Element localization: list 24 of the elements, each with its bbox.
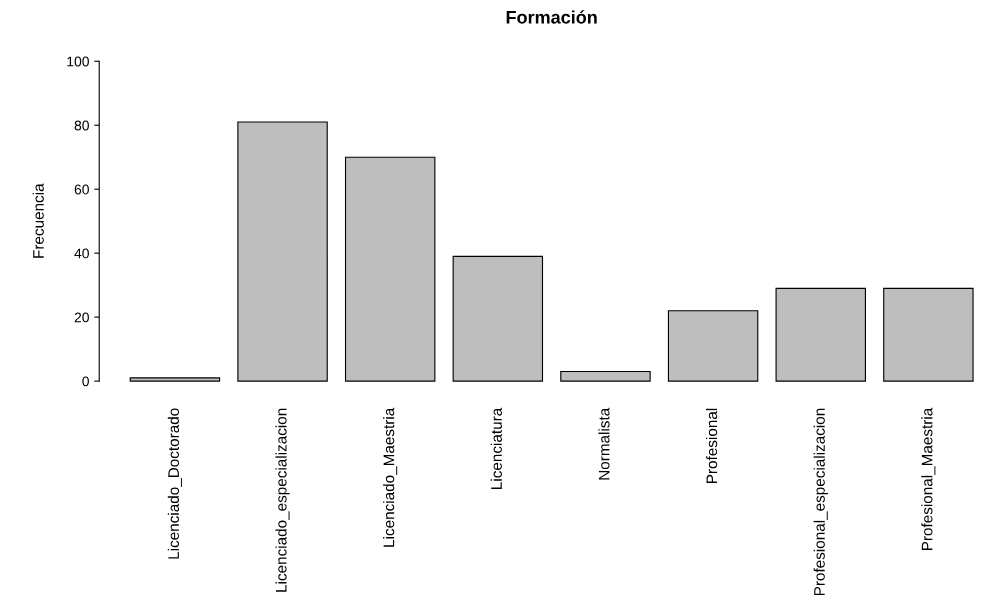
x-tick-label: Profesional_Maestria	[921, 407, 936, 551]
y-tick-label: 0	[82, 376, 89, 387]
bar	[452, 255, 544, 382]
bar	[344, 156, 436, 382]
y-tick-label: 100	[67, 56, 89, 67]
y-tick-label: 60	[74, 184, 89, 195]
bar	[667, 310, 759, 382]
y-axis-title: Frecuencia	[32, 183, 44, 258]
bar	[560, 370, 651, 382]
x-tick-label: Profesional_especializacion	[813, 408, 828, 596]
y-tick-label: 80	[74, 120, 89, 131]
x-tick-label: Licenciatura	[490, 407, 502, 489]
bar	[237, 121, 328, 382]
y-tick-label: 20	[74, 312, 89, 323]
x-tick-label: Normalista	[598, 407, 610, 480]
y-tick-label: 40	[74, 248, 89, 259]
chart-title: Formación	[506, 10, 597, 24]
x-tick-label: Licenciado_especializacion	[275, 408, 290, 592]
bar	[129, 377, 221, 382]
x-tick-label: Licenciado_Maestria	[383, 407, 398, 547]
x-tick-label: Profesional	[705, 408, 718, 483]
bar	[775, 287, 866, 382]
bar	[883, 287, 974, 382]
x-tick-label: Licenciado_Doctorado	[167, 408, 182, 559]
